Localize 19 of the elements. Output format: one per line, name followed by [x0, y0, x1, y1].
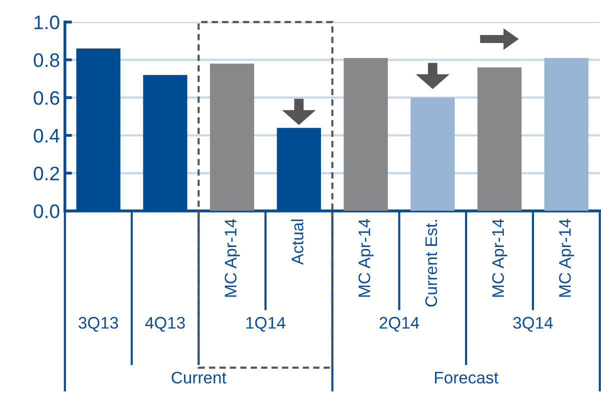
y-tick-label: 0.0: [34, 204, 60, 218]
text: 4Q13: [145, 316, 185, 332]
y-tick-label: 0.4: [34, 128, 60, 143]
text: 3Q14: [513, 316, 553, 332]
y-tick-label: 0.8: [34, 53, 60, 68]
x-tick-label: MC Apr-14: [358, 218, 374, 297]
x-tick-label: Actual: [291, 220, 304, 265]
x-tick-label: Current Est.: [425, 220, 438, 307]
text: 2Q14: [380, 316, 420, 332]
x-tick-label: MC Apr-14: [492, 218, 508, 297]
text: 3Q13: [78, 316, 118, 332]
text: Forecast: [435, 372, 498, 384]
text: 1Q14: [246, 316, 286, 332]
y-tick-label: 1.0: [34, 16, 60, 30]
x-tick-label: MC Apr-14: [559, 218, 574, 297]
text: Current: [172, 372, 226, 384]
y-tick-label: 0.6: [34, 91, 60, 105]
x-tick-label: MC Apr-14: [224, 218, 240, 297]
y-tick-label: 0.2: [34, 166, 60, 180]
